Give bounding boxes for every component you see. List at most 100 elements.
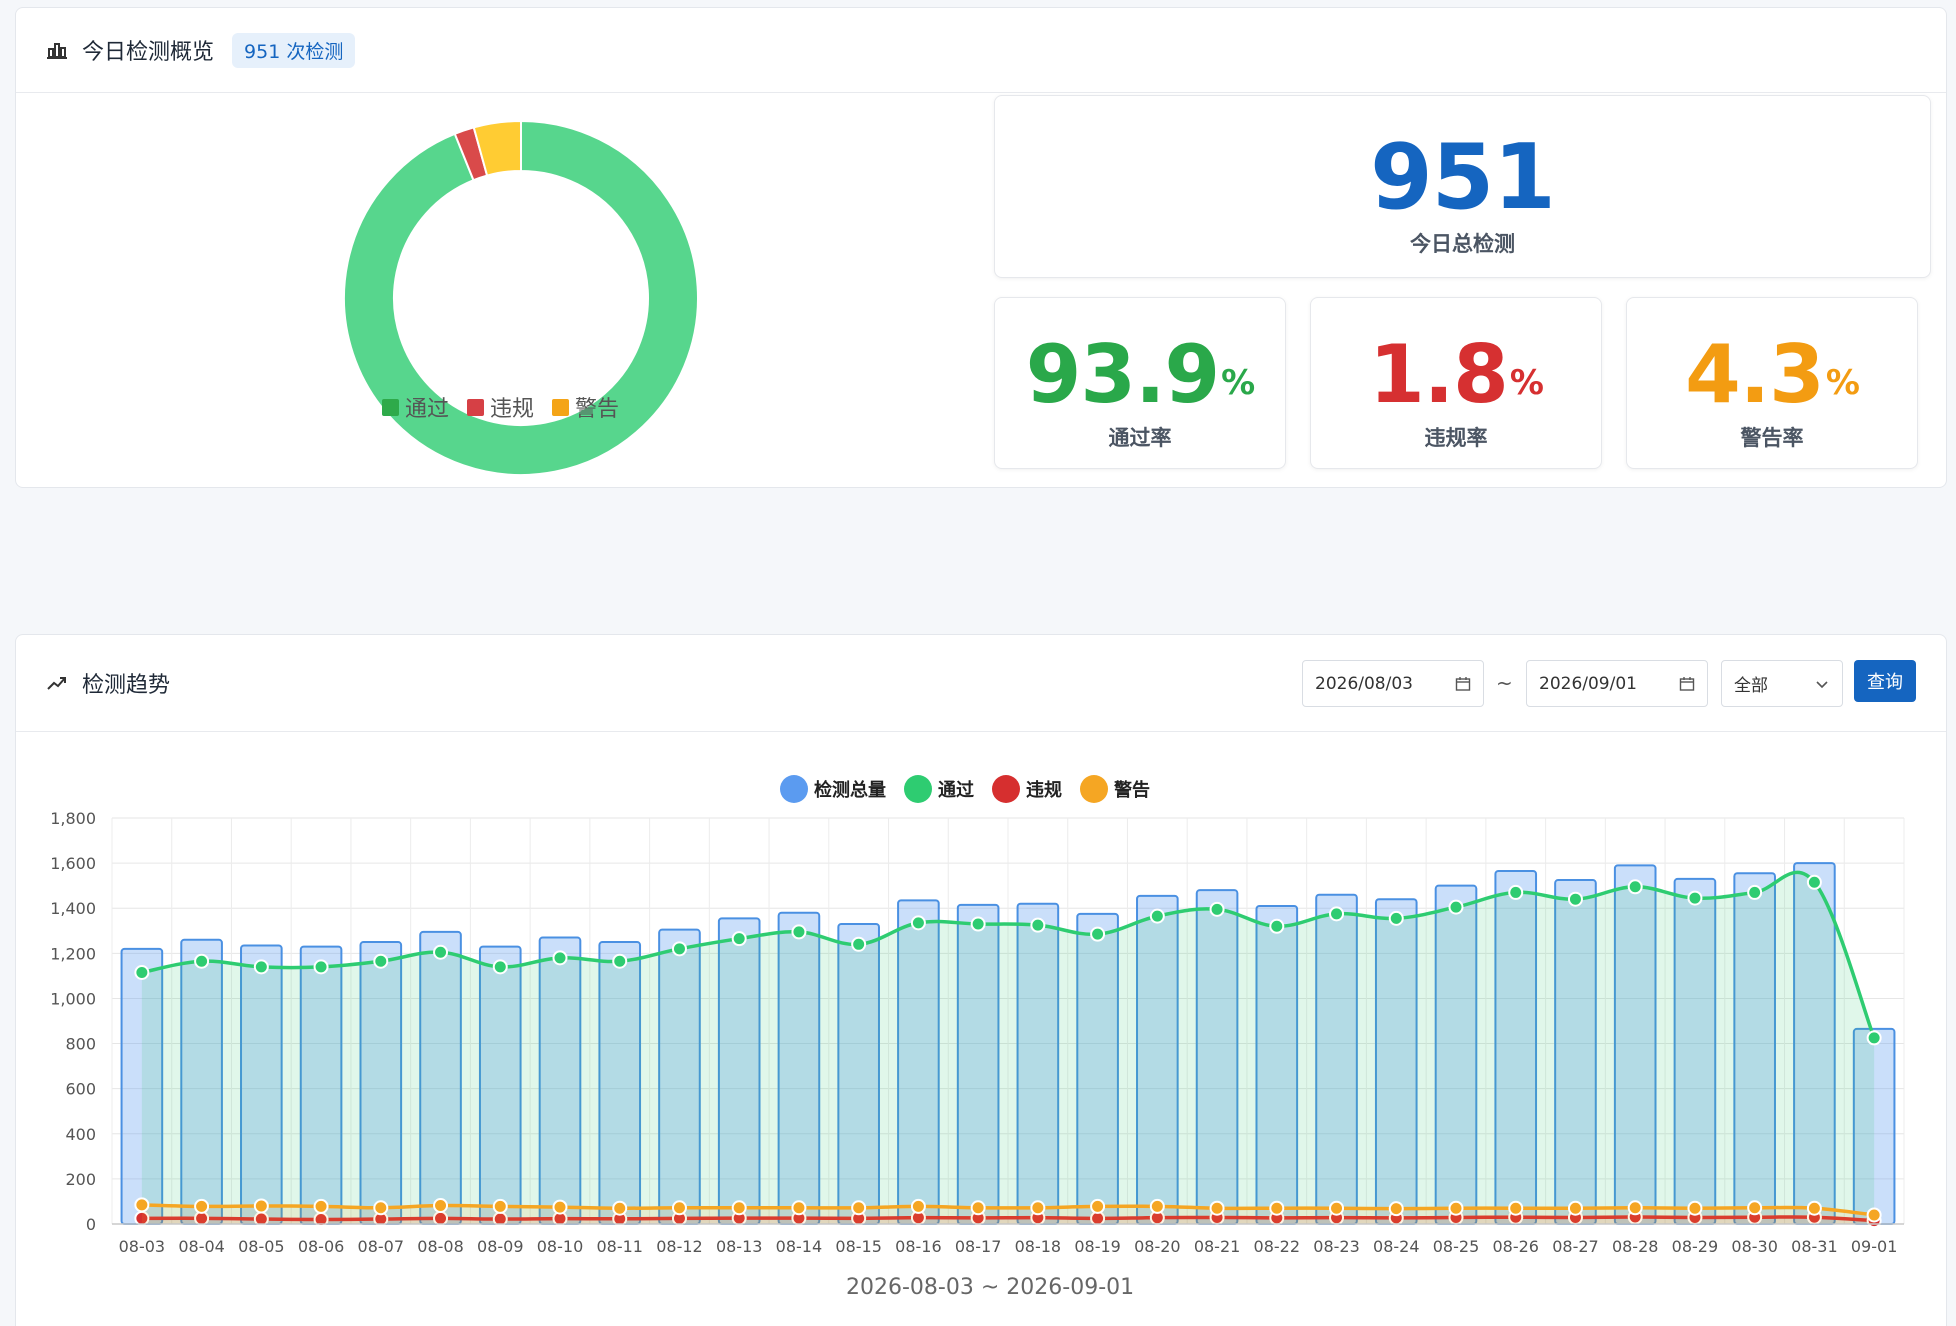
bar-total [1374, 898, 1418, 1225]
point-warning [731, 1200, 747, 1216]
line-warning [141, 1203, 1875, 1217]
legend-item-violation[interactable]: 违规 [467, 391, 534, 423]
point-pass [1508, 884, 1524, 900]
legend-item-warning[interactable]: 警告 [1080, 775, 1150, 803]
bar-total [120, 947, 164, 1225]
point-warning [1448, 1200, 1464, 1216]
pass-rate-percent: % [1221, 363, 1255, 403]
point-pass [253, 959, 269, 975]
donut-chart [343, 119, 699, 476]
point-violation [1567, 1209, 1583, 1225]
bar-total [478, 945, 522, 1225]
legend-label-violation: 违规 [490, 397, 535, 422]
x-tick-label: 08-29 [1672, 1237, 1719, 1256]
status-filter-select[interactable]: 全部 [1721, 660, 1843, 707]
legend-item-warning[interactable]: 警告 [552, 391, 619, 423]
bar-chart-icon [47, 43, 67, 59]
x-tick-label: 08-30 [1731, 1237, 1778, 1256]
bar-total [359, 941, 403, 1225]
start-date-value: 2026/08/03 [1315, 673, 1413, 694]
violation-rate-card: 1.8% 违规率 [1310, 297, 1602, 469]
point-pass [1747, 884, 1763, 900]
x-tick-label: 08-20 [1134, 1237, 1181, 1256]
legend-item-pass[interactable]: 通过 [904, 775, 974, 803]
point-violation [552, 1211, 568, 1227]
area-pass [141, 872, 1875, 1224]
x-tick-label: 08-11 [596, 1237, 643, 1256]
x-tick-label: 08-18 [1015, 1237, 1062, 1256]
bar-total [1076, 912, 1119, 1225]
x-tick-label: 08-26 [1492, 1237, 1539, 1256]
x-tick-label: 08-23 [1313, 1237, 1360, 1256]
bar-total [1733, 872, 1776, 1225]
x-tick-label: 08-22 [1254, 1237, 1301, 1256]
bar-total [1136, 894, 1179, 1225]
y-tick-label: 1,800 [50, 809, 96, 828]
x-tick-label: 08-28 [1612, 1237, 1659, 1256]
x-tick-label: 08-24 [1373, 1237, 1420, 1256]
legend-dot-violation [992, 775, 1020, 803]
point-warning [1866, 1207, 1882, 1223]
point-violation [612, 1211, 628, 1227]
bar-total [598, 941, 642, 1225]
legend-label-total: 检测总量 [814, 780, 886, 801]
point-warning [1567, 1200, 1583, 1216]
bar-total [299, 945, 343, 1225]
point-warning [552, 1199, 568, 1215]
bar-total [1434, 884, 1478, 1226]
y-tick-label: 1,600 [50, 854, 96, 873]
bar-total [419, 930, 462, 1225]
point-warning [671, 1200, 687, 1216]
legend-item-violation[interactable]: 违规 [992, 775, 1062, 803]
area-violation [141, 1216, 1875, 1224]
legend-label-pass: 通过 [938, 780, 974, 801]
point-warning [492, 1198, 508, 1214]
point-violation [791, 1210, 807, 1226]
donut-legend: 通过 违规 警告 [382, 391, 619, 423]
total-detection-value: 951 [1370, 125, 1556, 230]
point-pass [492, 959, 508, 975]
point-pass [134, 965, 150, 981]
point-violation [910, 1210, 926, 1226]
pass-rate-card: 93.9% 通过率 [994, 297, 1286, 469]
bar-total [658, 928, 701, 1225]
point-warning [433, 1198, 449, 1214]
point-pass [194, 953, 210, 969]
violation-rate-label: 违规率 [1424, 426, 1488, 450]
violation-rate-value: 1.8% [1311, 334, 1601, 416]
point-pass [731, 931, 747, 947]
legend-item-pass[interactable]: 通过 [382, 391, 449, 423]
trend-card: 检测趋势 2026/08/03 ~ 2026/09/01 全部 查询 检测总量 … [15, 634, 1947, 1326]
bar-total [837, 923, 880, 1225]
x-tick-label: 08-17 [955, 1237, 1002, 1256]
point-warning [910, 1198, 926, 1214]
legend-item-total[interactable]: 检测总量 [780, 775, 886, 803]
start-date-input[interactable]: 2026/08/03 [1302, 660, 1484, 707]
warning-rate-label: 警告率 [1740, 426, 1804, 450]
x-tick-label: 08-10 [537, 1237, 584, 1256]
bar-total [1793, 862, 1836, 1225]
date-range-separator: ~ [1496, 671, 1513, 695]
point-violation [1209, 1209, 1225, 1225]
point-warning [1687, 1200, 1703, 1216]
end-date-input[interactable]: 2026/09/01 [1526, 660, 1708, 707]
point-violation [970, 1210, 986, 1226]
x-tick-label: 08-04 [178, 1237, 225, 1256]
point-violation [313, 1211, 329, 1227]
legend-label-warning: 警告 [1114, 780, 1150, 801]
x-tick-label: 08-15 [835, 1237, 882, 1256]
point-pass [433, 944, 449, 960]
point-violation [194, 1210, 210, 1226]
warning-rate-percent: % [1825, 363, 1860, 403]
x-tick-label: 08-25 [1433, 1237, 1480, 1256]
pass-rate-number: 93.9 [1025, 328, 1220, 421]
trend-title: 检测趋势 [82, 673, 171, 698]
point-pass [851, 936, 867, 952]
legend-dot-pass [904, 775, 932, 803]
bar-total [1494, 870, 1538, 1225]
query-button[interactable]: 查询 [1854, 660, 1916, 702]
point-warning [373, 1200, 389, 1216]
point-pass [970, 916, 986, 932]
x-tick-label: 08-31 [1791, 1237, 1838, 1256]
bar-total [777, 911, 821, 1225]
